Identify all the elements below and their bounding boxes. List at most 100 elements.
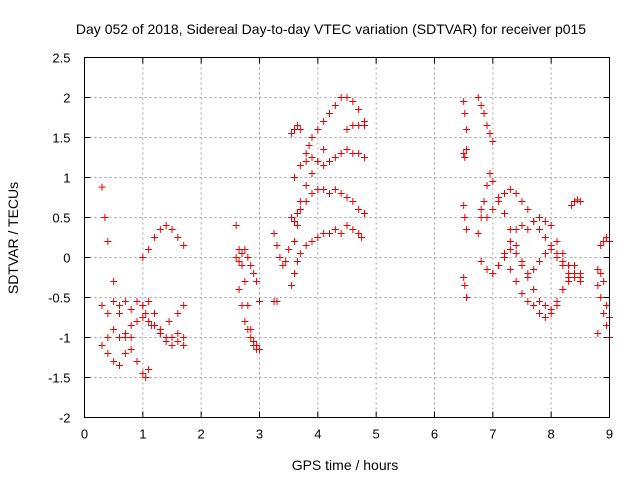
data-point	[133, 318, 141, 325]
data-point	[293, 122, 301, 129]
series-arc-3b	[288, 222, 366, 289]
y-tick-label: 2.5	[52, 51, 70, 66]
data-point	[282, 258, 290, 265]
data-point	[314, 126, 322, 133]
data-point	[320, 146, 328, 153]
data-point	[305, 142, 313, 149]
data-point	[530, 286, 538, 293]
data-point	[480, 110, 488, 117]
data-point	[553, 302, 561, 309]
data-point	[331, 102, 339, 109]
data-point	[536, 298, 543, 305]
data-point	[343, 222, 351, 229]
data-point	[250, 342, 258, 349]
data-point	[530, 218, 538, 225]
data-point	[293, 222, 301, 229]
data-point	[463, 294, 471, 301]
data-point	[174, 338, 182, 345]
data-point	[536, 310, 543, 317]
data-point	[127, 306, 135, 313]
data-point	[477, 258, 485, 265]
data-point	[168, 334, 176, 341]
data-point	[474, 230, 482, 237]
data-point	[235, 286, 243, 293]
data-point	[553, 238, 561, 245]
data-point	[594, 330, 602, 337]
data-point	[460, 274, 468, 281]
data-point	[489, 178, 497, 185]
data-point	[291, 270, 298, 277]
data-point	[576, 274, 584, 281]
data-point	[293, 210, 301, 217]
data-point	[253, 278, 261, 285]
data-points	[98, 94, 613, 381]
x-tick-label: 9	[606, 427, 613, 442]
data-point	[506, 226, 514, 233]
data-point	[600, 278, 608, 285]
data-point	[244, 326, 252, 333]
data-point	[291, 174, 298, 181]
data-point	[308, 238, 316, 245]
grid-lines	[84, 57, 610, 418]
data-point	[349, 150, 357, 157]
data-point	[288, 214, 296, 221]
data-point	[151, 322, 158, 329]
series-arc-2b	[232, 246, 263, 305]
data-point	[501, 254, 508, 261]
data-point	[293, 258, 301, 265]
series-arc-4d	[460, 274, 471, 301]
data-point	[486, 170, 494, 177]
data-point	[296, 162, 304, 169]
data-point	[145, 318, 153, 325]
data-point	[241, 318, 249, 325]
data-point	[151, 310, 158, 317]
data-point	[244, 254, 252, 261]
data-point	[168, 226, 176, 233]
data-point	[127, 346, 135, 353]
data-point	[326, 190, 333, 197]
data-point	[506, 246, 514, 253]
data-point	[180, 334, 188, 341]
data-point	[110, 298, 118, 305]
data-point	[489, 270, 497, 277]
data-point	[232, 222, 240, 229]
data-point	[285, 246, 293, 253]
data-point	[288, 282, 296, 289]
data-point	[460, 150, 468, 157]
data-point	[238, 262, 246, 269]
data-point	[320, 162, 328, 169]
data-point	[512, 190, 520, 197]
series-arc-4c	[460, 202, 471, 233]
series-arc-5f	[506, 262, 578, 321]
data-point	[483, 182, 491, 189]
data-point	[358, 234, 366, 241]
data-point	[320, 186, 328, 193]
series-arc-6d	[594, 330, 602, 337]
data-point	[145, 366, 153, 373]
data-point	[127, 322, 135, 329]
data-point	[302, 198, 310, 205]
data-point	[571, 270, 578, 277]
data-point	[104, 334, 112, 341]
series-arc-3f	[302, 94, 368, 157]
data-point	[308, 190, 316, 197]
data-point	[314, 234, 322, 241]
series-arc-2a	[232, 222, 263, 353]
data-point	[463, 126, 471, 133]
data-point	[302, 242, 310, 249]
plot-frame	[84, 57, 610, 418]
data-point	[273, 298, 281, 305]
data-point	[156, 326, 164, 333]
data-point	[326, 158, 333, 165]
data-point	[461, 154, 469, 161]
data-point	[361, 210, 368, 217]
data-point	[270, 230, 278, 237]
data-point	[506, 266, 514, 273]
series-arc-3d	[291, 146, 368, 181]
data-point	[121, 350, 129, 357]
data-point	[463, 146, 471, 153]
data-point	[139, 254, 147, 261]
data-point	[337, 190, 345, 197]
series-arc-1e	[104, 298, 188, 369]
data-point	[518, 222, 526, 229]
